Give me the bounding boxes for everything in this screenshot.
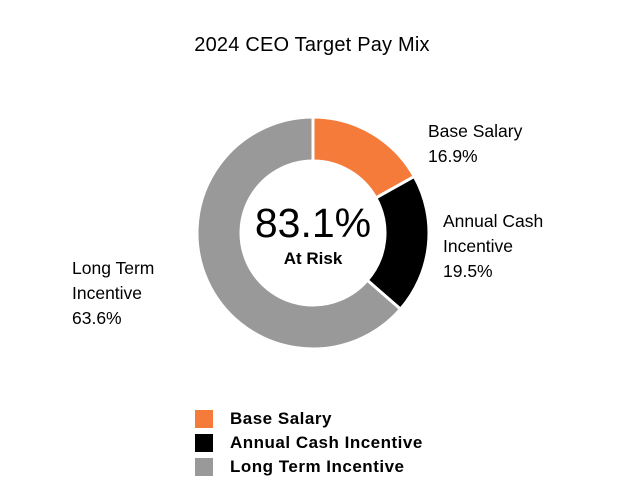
legend-swatch-long-term-incentive	[195, 458, 213, 476]
slice-label-base-salary-value: 16.9%	[428, 146, 478, 166]
slice-long-term-incentive	[195, 115, 403, 351]
legend-item-annual-cash-incentive: Annual Cash Incentive	[195, 431, 423, 455]
legend-swatch-base-salary	[195, 410, 213, 428]
slice-label-long-term-line2: Incentive	[72, 283, 143, 303]
slice-label-annual-cash-line1: Annual Cash	[443, 211, 544, 231]
slice-label-annual-cash-value: 19.5%	[443, 261, 493, 281]
slice-label-long-term-value: 63.6%	[72, 308, 122, 328]
chart-title: 2024 CEO Target Pay Mix	[194, 34, 430, 56]
legend-label-annual-cash-incentive: Annual Cash Incentive	[230, 433, 423, 452]
legend-label-long-term-incentive: Long Term Incentive	[230, 457, 405, 476]
center-at-risk-value: 83.1%	[254, 200, 372, 246]
slice-label-long-term-incentive: Long Term Incentive 63.6%	[72, 256, 154, 331]
center-at-risk-label: At Risk	[283, 249, 343, 268]
legend: Base Salary Annual Cash Incentive Long T…	[195, 407, 423, 479]
legend-swatch-annual-cash-incentive	[195, 434, 213, 452]
slice-label-annual-cash-line2: Incentive	[443, 236, 514, 256]
slice-label-base-salary-name: Base Salary	[428, 121, 523, 141]
legend-item-base-salary: Base Salary	[195, 407, 423, 431]
slice-label-annual-cash-incentive: Annual Cash Incentive 19.5%	[443, 209, 543, 284]
slice-label-base-salary: Base Salary 16.9%	[428, 119, 522, 169]
slice-label-long-term-line1: Long Term	[72, 258, 155, 278]
legend-label-base-salary: Base Salary	[230, 409, 332, 428]
legend-item-long-term-incentive: Long Term Incentive	[195, 455, 423, 479]
